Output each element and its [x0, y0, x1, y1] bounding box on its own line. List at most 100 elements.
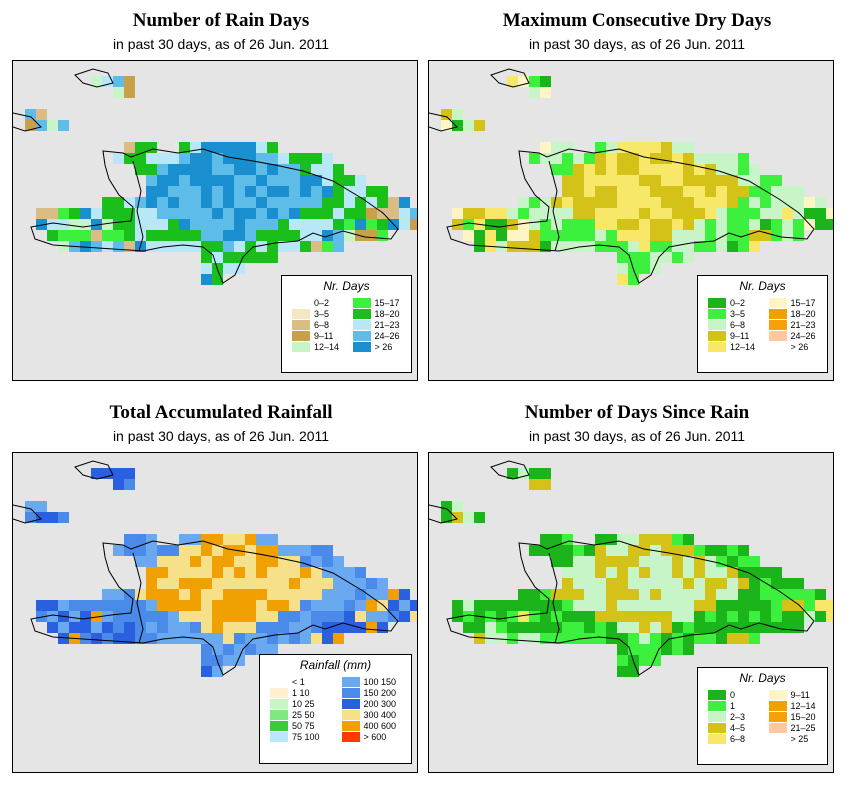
grid-cell [366, 622, 377, 633]
grid-cell [113, 600, 124, 611]
grid-cell [617, 644, 628, 655]
grid-cells [25, 468, 417, 677]
grid-cell [584, 622, 595, 633]
grid-cell [113, 468, 124, 479]
grid-cell [595, 534, 606, 545]
grid-cell [749, 578, 760, 589]
grid-cell [377, 589, 388, 600]
grid-cell [102, 241, 113, 252]
grid-cell [256, 197, 267, 208]
grid-cell [146, 186, 157, 197]
grid-cell [672, 230, 683, 241]
grid-cell [628, 208, 639, 219]
coastline [30, 148, 399, 284]
legend-swatch [352, 320, 371, 330]
grid-cell [289, 589, 300, 600]
grid-cell [573, 208, 584, 219]
grid-cell [518, 622, 529, 633]
grid-cell [344, 567, 355, 578]
grid-cell [234, 633, 245, 644]
grid-cell [584, 600, 595, 611]
grid-cell [124, 219, 135, 230]
panel-subtitle: in past 30 days, as of 26 Jun. 2011 [528, 428, 746, 444]
grid-cell [639, 197, 650, 208]
grid-cell [716, 600, 727, 611]
grid-cell [683, 241, 694, 252]
grid-cell [80, 600, 91, 611]
grid-cell [474, 633, 485, 644]
grid-cell [628, 611, 639, 622]
grid-cell [639, 208, 650, 219]
grid-cell [36, 109, 47, 120]
legend-label: 1 10 [292, 688, 310, 698]
grid-cell [47, 219, 58, 230]
grid-cell [694, 589, 705, 600]
grid-cell [650, 241, 661, 252]
cuba-outline [429, 504, 458, 524]
grid-cell [234, 241, 245, 252]
legend-swatch [341, 732, 360, 742]
grid-cell [190, 186, 201, 197]
grid-cell [617, 186, 628, 197]
grid-cell [639, 153, 650, 164]
grid-cell [716, 622, 727, 633]
grid-cell [584, 175, 595, 186]
grid-cell [705, 208, 716, 219]
grid-cell [201, 567, 212, 578]
grid-cell [617, 600, 628, 611]
grid-cell [113, 611, 124, 622]
grid-cell [289, 230, 300, 241]
grid-cell [278, 622, 289, 633]
grid-cell [584, 545, 595, 556]
grid-cell [716, 633, 727, 644]
grid-cell [344, 611, 355, 622]
grid-cell [650, 164, 661, 175]
grid-cell [463, 120, 474, 131]
grid-cell [573, 556, 584, 567]
grid-cell [69, 208, 80, 219]
grid-cell [727, 556, 738, 567]
grid-cell [738, 600, 749, 611]
grid-cell [562, 556, 573, 567]
grid-cell [672, 197, 683, 208]
grid-cell [694, 241, 705, 252]
grid-cell [223, 589, 234, 600]
grid-cell [738, 611, 749, 622]
grid-cell [190, 164, 201, 175]
grid-cell [135, 142, 146, 153]
grid-cell [234, 142, 245, 153]
grid-cell [826, 219, 833, 230]
grid-cell [102, 76, 113, 87]
grid-cell [113, 76, 124, 87]
grid-cell [245, 197, 256, 208]
grid-cell [179, 633, 190, 644]
grid-cell [628, 622, 639, 633]
grid-cell [223, 197, 234, 208]
grid-cell [551, 589, 562, 600]
grid-cell [388, 600, 399, 611]
grid-cell [540, 241, 551, 252]
grid-cell [91, 468, 102, 479]
grid-cell [267, 534, 278, 545]
grid-cell [573, 153, 584, 164]
grid-cell [168, 600, 179, 611]
grid-cell [234, 556, 245, 567]
legend-swatch [708, 298, 726, 308]
grid-cell [201, 219, 212, 230]
grid-cell [540, 142, 551, 153]
grid-cell [485, 600, 496, 611]
grid-cell [168, 589, 179, 600]
grid-cell [157, 197, 168, 208]
grid-cell [562, 142, 573, 153]
grid-cell [661, 534, 672, 545]
grid-cell [683, 545, 694, 556]
grid-cell [179, 219, 190, 230]
grid-cell [661, 252, 672, 263]
grid-cell [452, 208, 463, 219]
grid-cell [606, 567, 617, 578]
grid-cell [661, 153, 672, 164]
grid-cell [529, 87, 540, 98]
grid-cell [485, 208, 496, 219]
legend-label: 9–11 [730, 331, 750, 341]
grid-cell [355, 567, 366, 578]
